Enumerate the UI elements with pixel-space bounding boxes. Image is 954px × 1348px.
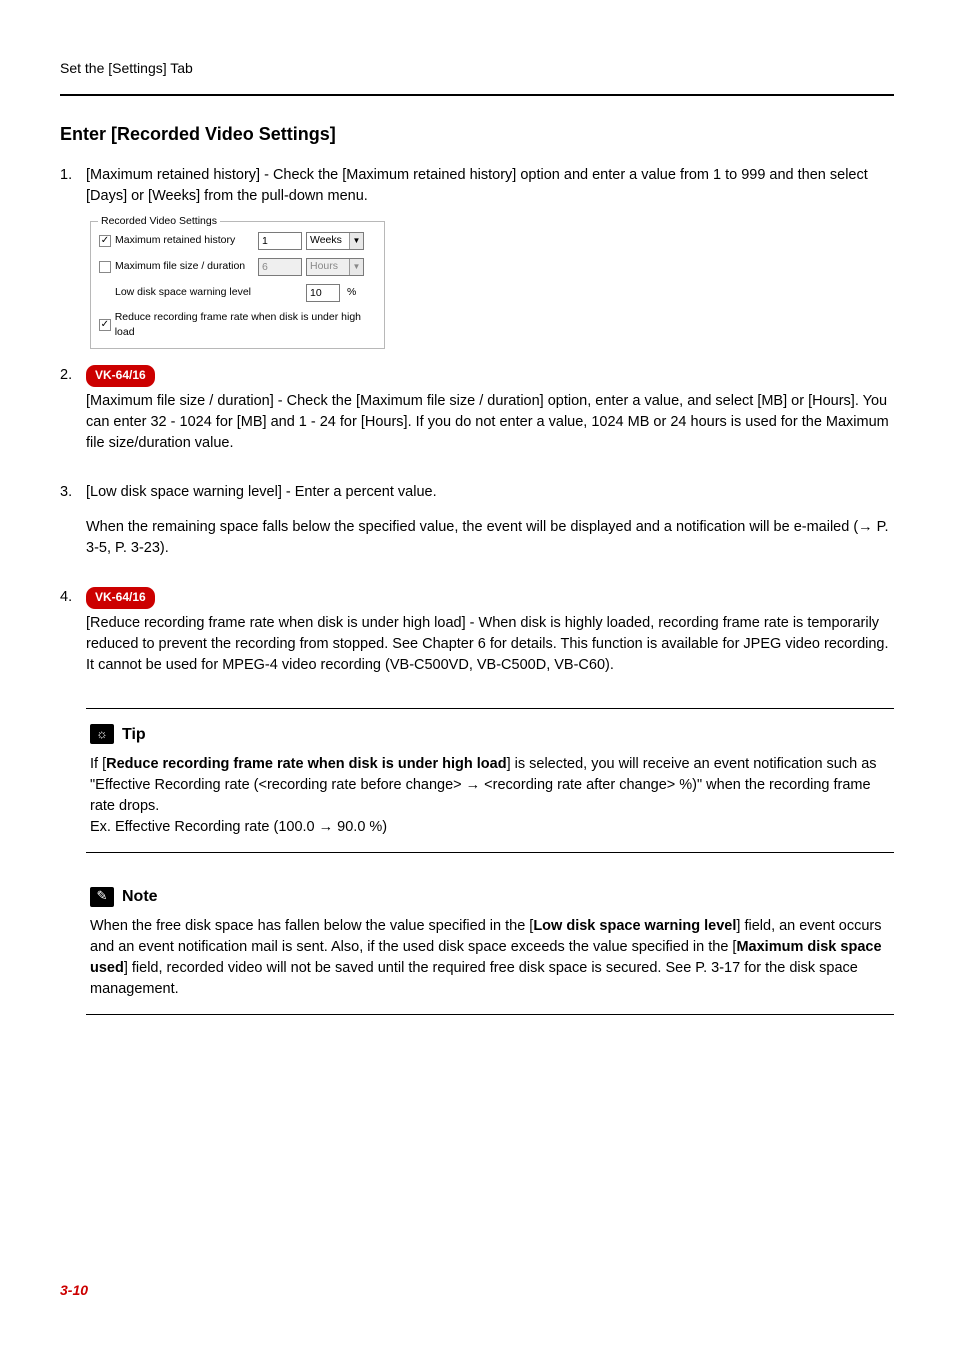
- note-icon: ✎: [90, 887, 114, 907]
- select-max-filesize-unit[interactable]: Hours ▼: [306, 258, 364, 276]
- select-max-history-text: Weeks: [310, 233, 342, 248]
- row-reduce-framerate: ✓ Reduce recording frame rate when disk …: [99, 310, 376, 340]
- checkbox-max-filesize[interactable]: [99, 261, 111, 273]
- list-body-3a: [Low disk space warning level] - Enter a…: [86, 482, 894, 503]
- tip-body: If [Reduce recording frame rate when dis…: [90, 754, 890, 838]
- badge-vk: VK-64/16: [86, 365, 155, 386]
- input-lowdisk[interactable]: 10: [306, 284, 340, 302]
- label-max-history: Maximum retained history: [115, 233, 235, 248]
- header-rule: [60, 94, 894, 96]
- tip-callout: ☼ Tip If [Reduce recording frame rate wh…: [86, 708, 894, 853]
- label-lowdisk: Low disk space warning level: [115, 285, 251, 300]
- select-max-history-unit[interactable]: Weeks ▼: [306, 232, 364, 250]
- tip-t4: Ex. Effective Recording rate (100.0: [90, 819, 319, 835]
- arrow-icon: →: [319, 819, 334, 835]
- tip-title: Tip: [122, 723, 146, 746]
- list-item-4: 4. VK-64/16 [Reduce recording frame rate…: [60, 587, 894, 690]
- list-num-1: 1.: [60, 165, 86, 207]
- tip-t1: If [: [90, 756, 106, 772]
- label-max-filesize: Maximum file size / duration: [115, 259, 245, 274]
- list-item-3: 3. [Low disk space warning level] - Ente…: [60, 482, 894, 573]
- input-max-filesize[interactable]: 6: [258, 258, 302, 276]
- list-num-4: 4.: [60, 587, 86, 690]
- list-body-1: [Maximum retained history] - Check the […: [86, 165, 894, 207]
- list-body-4: [Reduce recording frame rate when disk i…: [86, 613, 894, 676]
- list-item-1: 1. [Maximum retained history] - Check th…: [60, 165, 894, 207]
- tip-icon: ☼: [90, 724, 114, 744]
- page-number: 3-10: [60, 1282, 88, 1298]
- checkbox-reduce-framerate[interactable]: ✓: [99, 319, 111, 331]
- select-max-filesize-text: Hours: [310, 259, 338, 274]
- chevron-down-icon: ▼: [349, 259, 363, 275]
- list-body-2: [Maximum file size / duration] - Check t…: [86, 391, 894, 454]
- note-t3: ] field, recorded video will not be save…: [90, 960, 858, 997]
- list-body-3b: When the remaining space falls below the…: [86, 517, 894, 559]
- checkbox-max-history[interactable]: ✓: [99, 235, 111, 247]
- note-t1: When the free disk space has fallen belo…: [90, 918, 533, 934]
- note-callout: ✎ Note When the free disk space has fall…: [86, 871, 894, 1015]
- note-b1: Low disk space warning level: [533, 918, 736, 934]
- row-max-history: ✓ Maximum retained history 1 Weeks ▼: [99, 232, 376, 250]
- tip-bold: Reduce recording frame rate when disk is…: [106, 756, 506, 772]
- tip-t5: 90.0 %): [333, 819, 387, 835]
- list-num-3: 3.: [60, 482, 86, 573]
- recorded-video-settings-dialog: Recorded Video Settings ✓ Maximum retain…: [90, 221, 385, 349]
- list-num-2: 2.: [60, 365, 86, 468]
- list-item-2: 2. VK-64/16 [Maximum file size / duratio…: [60, 365, 894, 468]
- arrow-icon: →: [466, 777, 481, 793]
- badge-vk-2: VK-64/16: [86, 587, 155, 608]
- note-title: Note: [122, 885, 158, 908]
- row-lowdisk: Low disk space warning level 10 %: [99, 284, 376, 302]
- text-3b-1: When the remaining space falls below the…: [86, 519, 858, 535]
- section-title: Enter [Recorded Video Settings]: [60, 124, 894, 145]
- header-breadcrumb: Set the [Settings] Tab: [60, 60, 894, 76]
- dialog-legend: Recorded Video Settings: [98, 214, 220, 229]
- note-body: When the free disk space has fallen belo…: [90, 916, 890, 1000]
- input-max-history[interactable]: 1: [258, 232, 302, 250]
- row-max-filesize: Maximum file size / duration 6 Hours ▼: [99, 258, 376, 276]
- label-reduce-framerate: Reduce recording frame rate when disk is…: [115, 310, 376, 340]
- arrow-icon: →: [858, 519, 873, 535]
- chevron-down-icon: ▼: [349, 233, 363, 249]
- label-percent: %: [347, 285, 356, 300]
